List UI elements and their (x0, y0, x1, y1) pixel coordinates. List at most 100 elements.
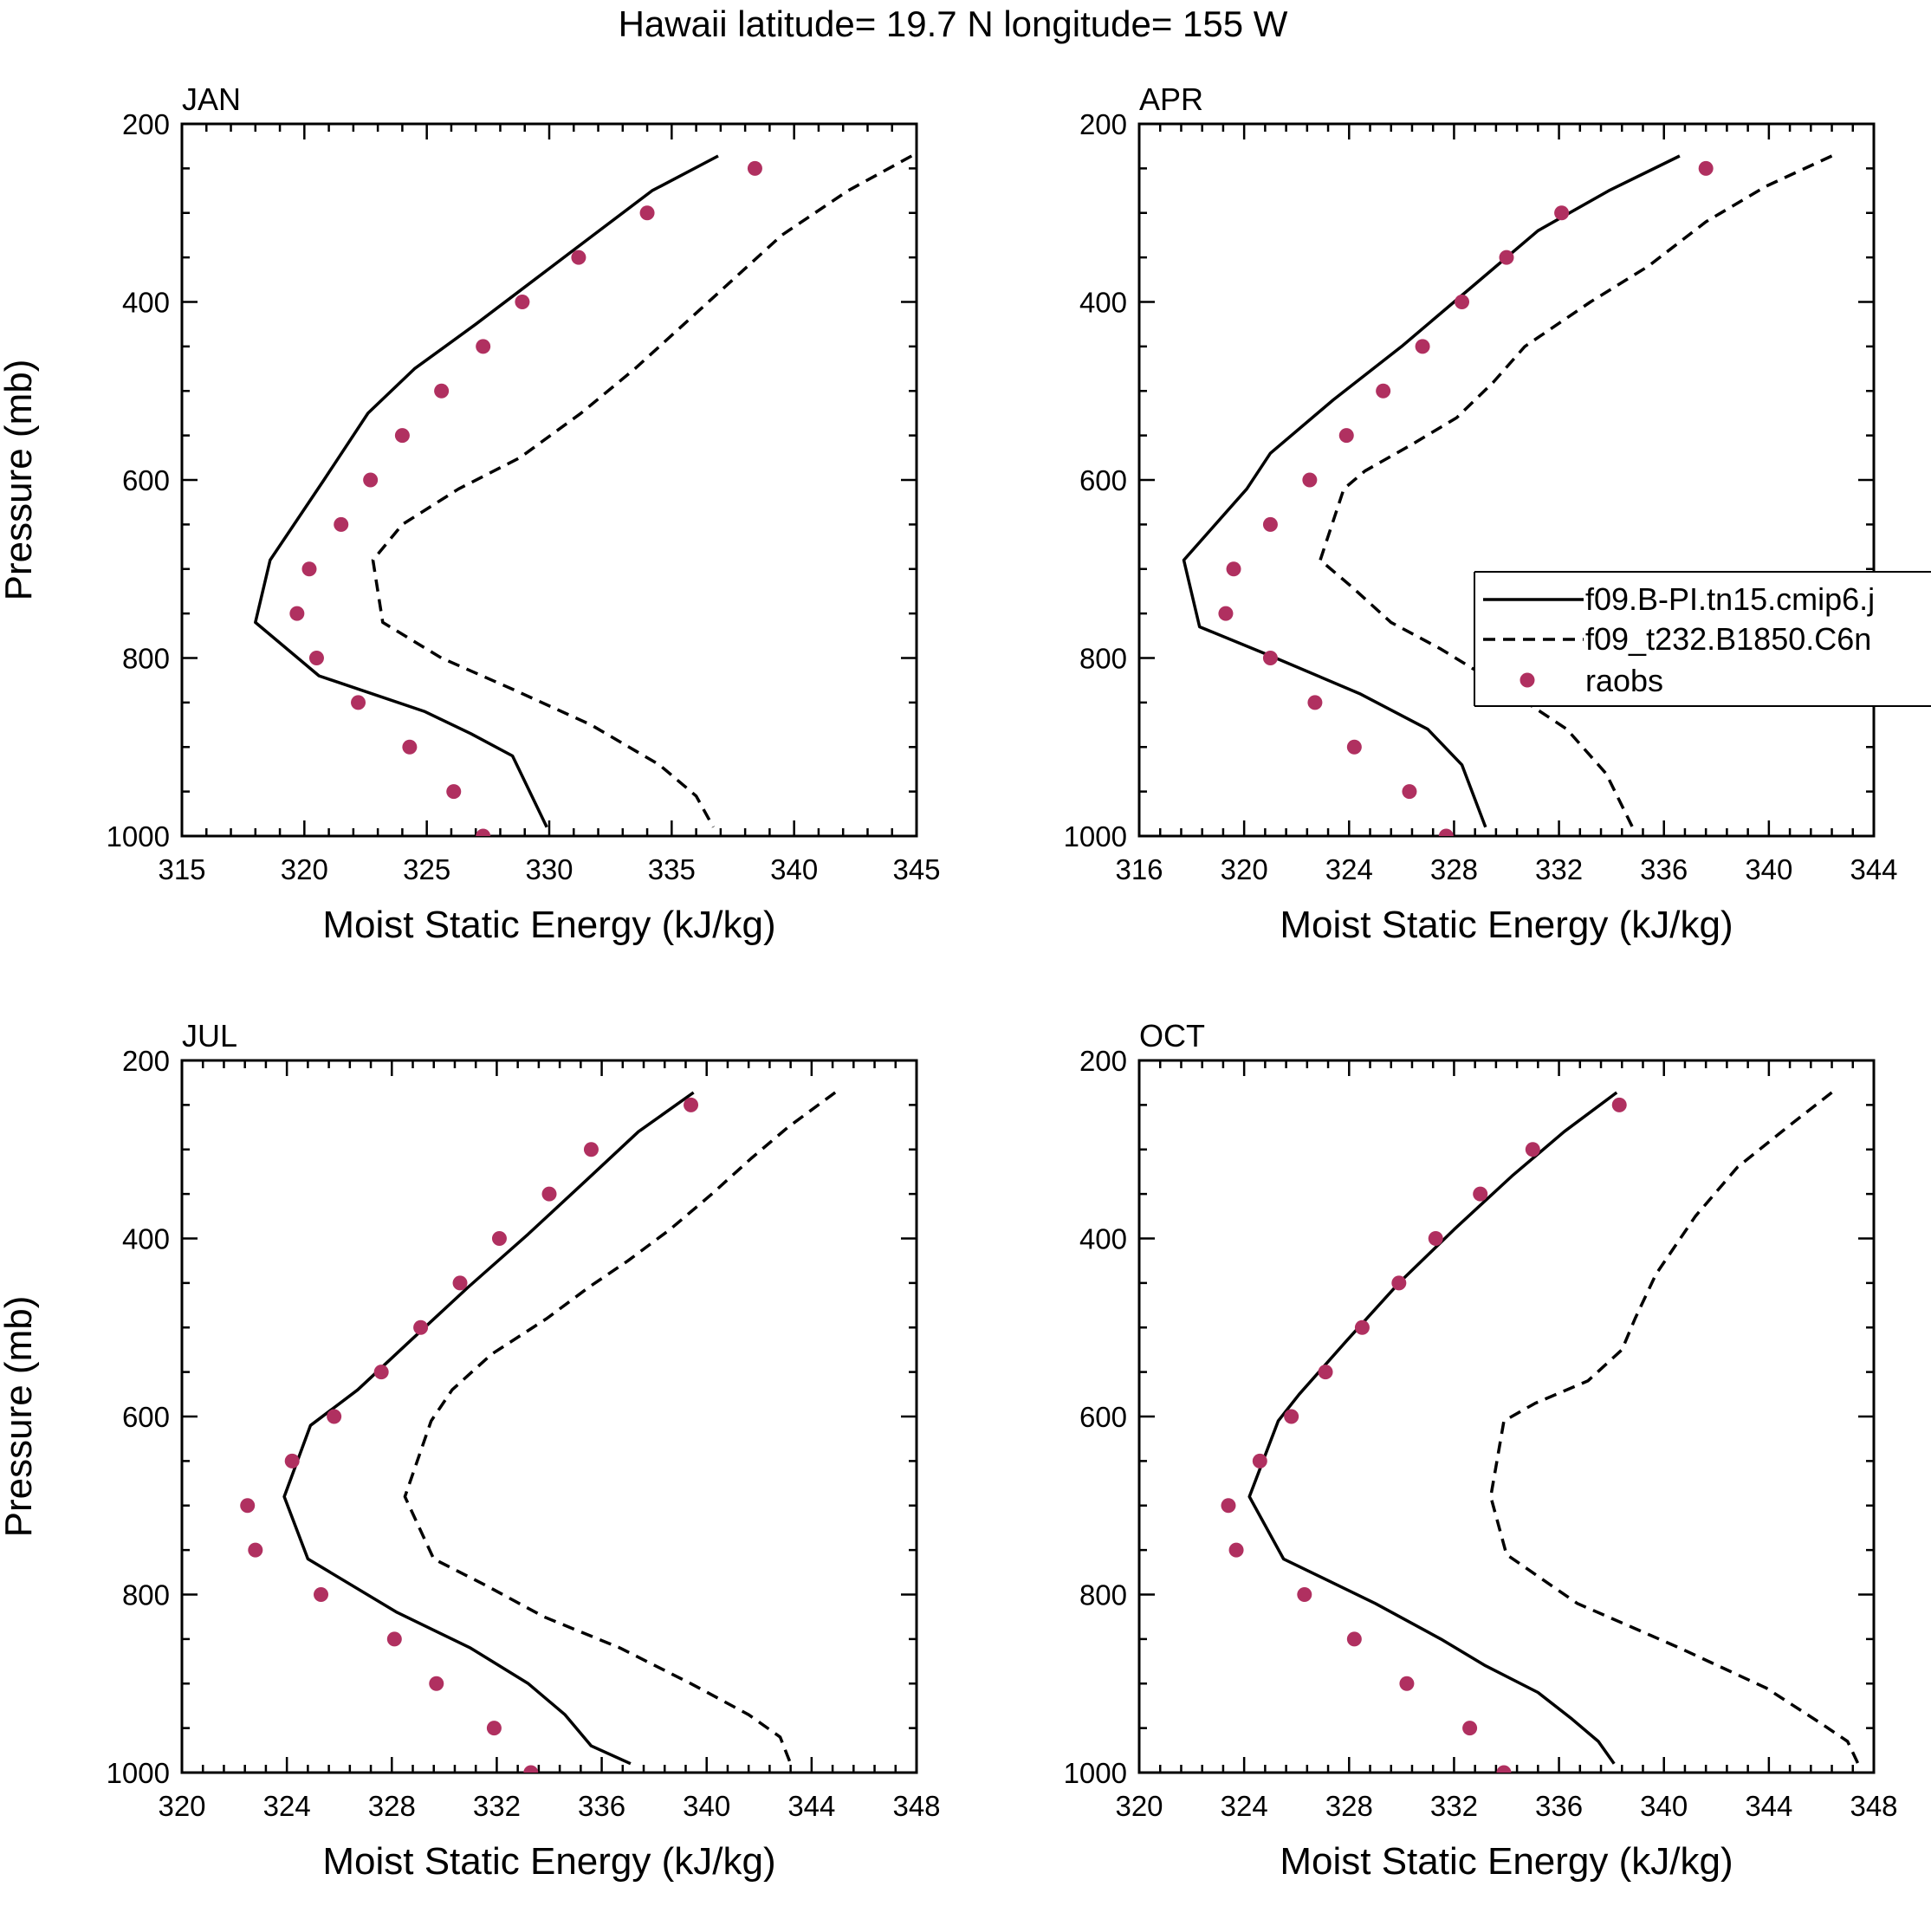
y-tick-label: 200 (122, 108, 170, 140)
x-tick-label: 320 (158, 1790, 205, 1822)
series-line-solid (254, 154, 719, 828)
raobs-point (515, 295, 530, 309)
panel-oct: OCT 320 324 328 332 336 340 344 348 200 400 600 800 1… (1064, 1018, 1898, 1883)
panel-title: JUL (182, 1018, 237, 1054)
raobs-point (1438, 828, 1454, 836)
y-tick-label: 400 (1079, 1223, 1127, 1255)
raobs-point (373, 1365, 389, 1380)
raobs-point (476, 828, 491, 836)
raobs-point (1297, 1587, 1312, 1602)
raobs-point (1346, 739, 1362, 755)
legend-label: f09.B-PI.tn15.cmip6.j (1585, 581, 1875, 617)
raobs-point (491, 1231, 507, 1246)
series-raobs (289, 160, 762, 836)
x-tick-label: 315 (158, 853, 205, 885)
raobs-point (334, 516, 349, 532)
x-tick-label: 320 (1221, 853, 1268, 885)
x-tick-label: 316 (1115, 853, 1163, 885)
legend-label: f09_t232.B1850.C6n (1585, 621, 1871, 657)
x-tick-label: 324 (1221, 1790, 1268, 1822)
x-tick-label: 348 (1850, 1790, 1897, 1822)
raobs-point (1307, 695, 1323, 710)
legend: f09.B-PI.tn15.cmip6.j f09_t232.B1850.C6nr… (1474, 571, 1931, 707)
x-tick-label: 324 (263, 1790, 311, 1822)
x-tick-label: 325 (403, 853, 450, 885)
y-tick-label: 1000 (1064, 1757, 1127, 1789)
y-tick-label: 200 (122, 1045, 170, 1077)
y-tick-label: 600 (1079, 464, 1127, 496)
x-tick-label: 340 (770, 853, 818, 885)
x-tick-label: 340 (683, 1790, 730, 1822)
y-tick-label: 600 (1079, 1401, 1127, 1433)
raobs-point (1391, 1275, 1407, 1291)
series-line-dashed (1319, 154, 1833, 828)
series-line-dashed (1489, 1091, 1860, 1765)
raobs-point (248, 1542, 263, 1558)
x-tick-label: 328 (368, 1790, 416, 1822)
panel-title: OCT (1139, 1018, 1205, 1054)
x-tick-label: 336 (1535, 1790, 1583, 1822)
y-tick-label: 800 (122, 643, 170, 675)
x-tick-label: 345 (892, 853, 940, 885)
panels: JAN 315 320 325 330 335 340 345 200 400 600 800 1000… (0, 81, 1898, 1883)
plot-frame (1137, 122, 1876, 838)
y-tick-label: 1000 (107, 820, 170, 853)
x-tick-label: 336 (578, 1790, 625, 1822)
raobs-point (452, 1275, 468, 1291)
panel-jul: JUL 320 324 328 332 336 340 344 348 200 400 600 800 1… (0, 1018, 941, 1883)
series-raobs (240, 1097, 699, 1773)
raobs-point (327, 1409, 342, 1424)
x-tick-label: 344 (787, 1790, 835, 1822)
raobs-point (1226, 561, 1241, 577)
x-tick-label: 348 (892, 1790, 940, 1822)
raobs-point (240, 1498, 256, 1514)
raobs-point (1499, 250, 1514, 265)
y-tick-label: 800 (1079, 643, 1127, 675)
raobs-point (1228, 1542, 1244, 1558)
raobs-point (1399, 1676, 1415, 1691)
y-tick-label: 400 (1079, 287, 1127, 319)
raobs-point (402, 739, 418, 755)
x-tick-label: 330 (525, 853, 573, 885)
x-tick-label: 340 (1745, 853, 1792, 885)
raobs-point (541, 1186, 557, 1202)
raobs-point (486, 1721, 502, 1736)
raobs-point (1302, 472, 1318, 488)
plot-frame (1137, 1059, 1876, 1774)
x-tick-label: 332 (1535, 853, 1583, 885)
raobs-point (476, 339, 491, 354)
x-tick-label: 320 (1115, 1790, 1163, 1822)
figure-title: Hawaii latitude= 19.7 N longitude= 155 W (619, 3, 1288, 44)
x-tick-label: 320 (281, 853, 328, 885)
x-axis-label: Moist Static Energy (kJ/kg) (1280, 904, 1733, 946)
panel-title: JAN (182, 81, 241, 117)
x-tick-label: 344 (1745, 1790, 1792, 1822)
x-tick-label: 328 (1325, 1790, 1373, 1822)
raobs-point (363, 472, 379, 488)
y-tick-label: 200 (1079, 1045, 1127, 1077)
series-line-solid (1247, 1091, 1618, 1765)
raobs-point (1415, 339, 1430, 354)
x-tick-label: 336 (1640, 853, 1688, 885)
raobs-point (1338, 428, 1354, 444)
raobs-point (1346, 1631, 1362, 1647)
panel-jan: JAN 315 320 325 330 335 340 345 200 400 600 800 1000… (0, 81, 941, 946)
raobs-point (1462, 1721, 1478, 1736)
raobs-point (1252, 1453, 1267, 1468)
raobs-point (429, 1676, 444, 1691)
raobs-point (571, 250, 586, 265)
x-tick-label: 324 (1325, 853, 1373, 885)
raobs-point (583, 1142, 599, 1157)
raobs-point (314, 1587, 329, 1602)
legend-marker-raobs (1520, 672, 1535, 688)
series-line-dashed (403, 1091, 837, 1765)
y-axis-label: Pressure (mb) (0, 1296, 40, 1538)
x-tick-label: 340 (1640, 1790, 1688, 1822)
raobs-point (1525, 1142, 1540, 1157)
x-tick-label: 344 (1850, 853, 1897, 885)
y-tick-label: 400 (122, 1223, 170, 1255)
plot-frame (180, 122, 918, 838)
raobs-point (639, 205, 655, 221)
panel-title: APR (1139, 81, 1203, 117)
